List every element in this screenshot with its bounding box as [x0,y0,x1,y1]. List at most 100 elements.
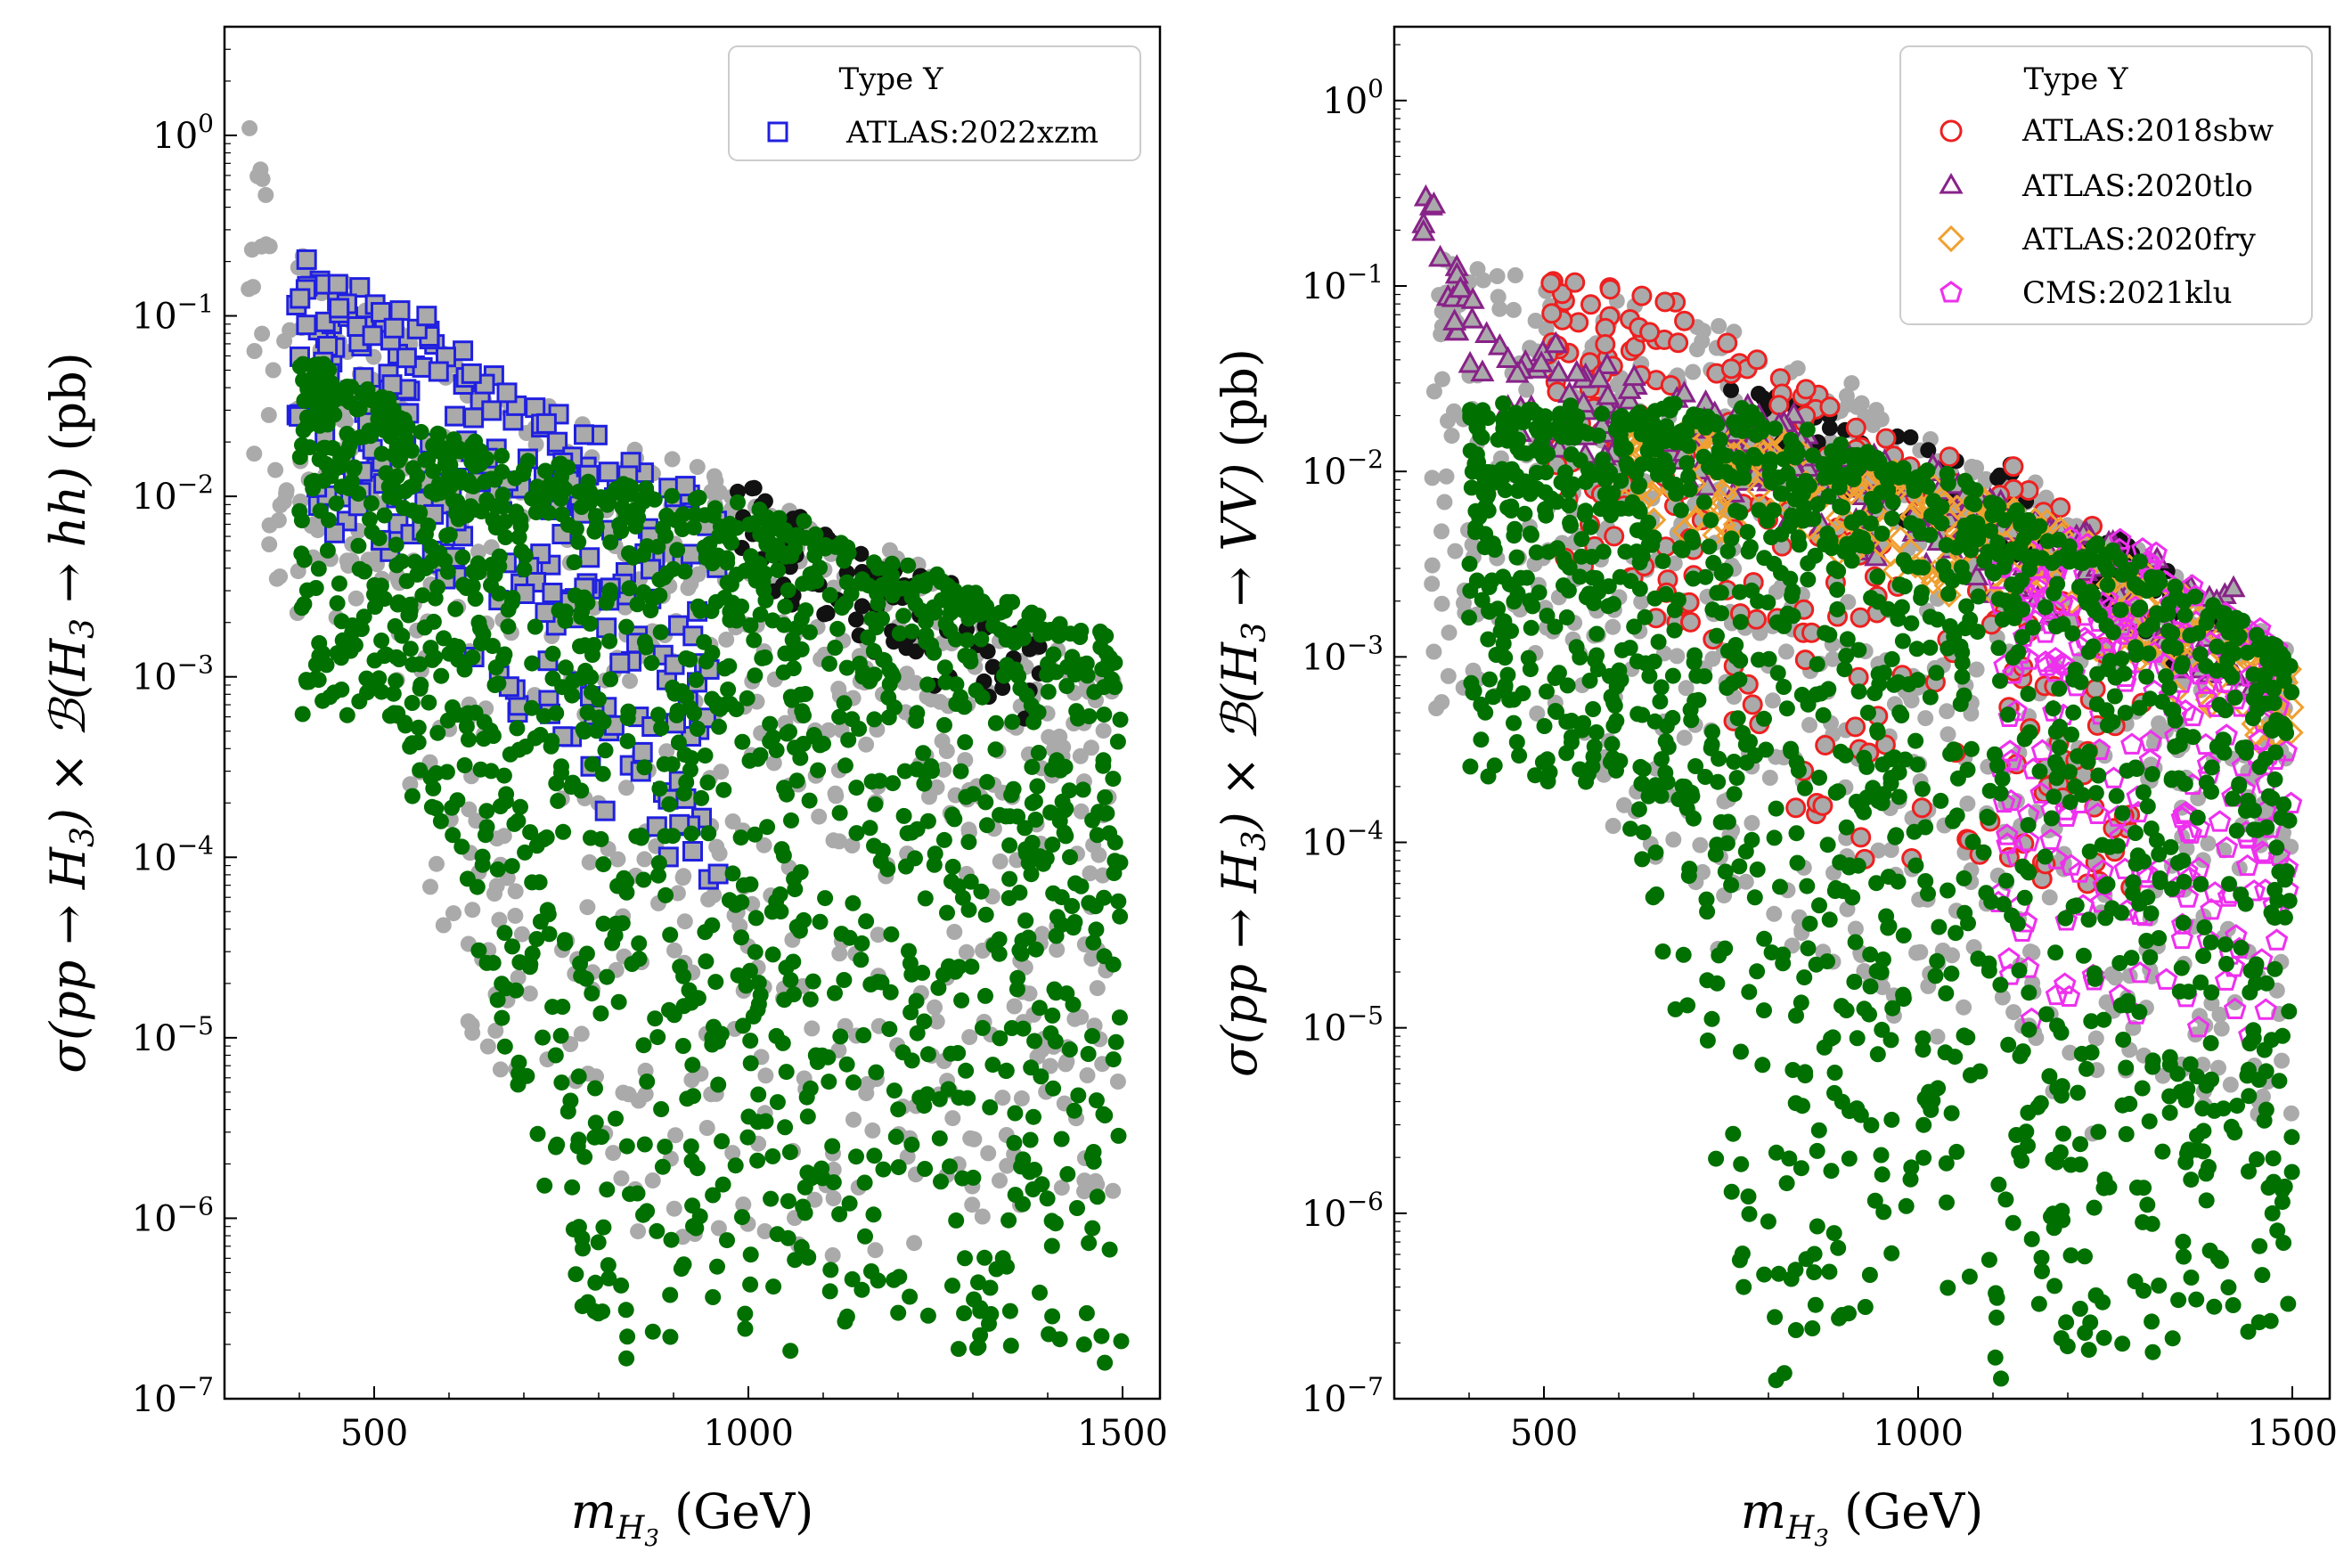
left-point-green-points [442,456,459,473]
right-point-green-points [1733,1043,1749,1060]
right-point-atlas-2018sbw [1875,428,1897,449]
left-point-green-points [778,1064,795,1081]
left-point-green-points [329,595,346,612]
left-point-green-points [710,1076,727,1093]
left-point-green-points [1015,1020,1032,1037]
left-point-green-points [715,1176,731,1193]
right-point-atlas-2018sbw [1654,291,1676,313]
left-y-tick-label: 100 [152,109,214,157]
left-point-green-points [803,1170,820,1187]
left-point-grey-points [261,536,278,552]
left-point-green-points [504,938,520,955]
left-point-green-points [588,723,605,739]
left-point-grey-points [689,459,706,476]
left-point-green-points [716,660,733,677]
right-point-grey-points [1424,557,1441,574]
left-point-grey-points [245,279,261,296]
left-point-green-points [869,585,886,602]
left-point-green-points [762,733,779,750]
left-point-green-points [384,475,401,492]
left-point-grey-points [683,1072,700,1089]
left-point-green-points [1095,752,1112,769]
right-point-green-points [1732,614,1749,631]
left-point-green-points [831,1205,848,1222]
left-point-green-points [412,423,429,440]
right-point-grey-points [1424,470,1441,486]
left-point-green-points [872,853,889,870]
left-point-green-points [1012,680,1029,697]
right-point-green-points [2169,1066,2186,1082]
left-point-green-points [484,556,501,573]
left-point-green-points [1029,778,1046,795]
left-point-green-points [944,806,960,823]
left-point-green-points [651,571,668,588]
right-point-green-points [1652,693,1669,710]
left-point-green-points [752,606,769,623]
right-point-grey-points [1443,428,1460,445]
left-point-green-points [689,721,706,737]
left-point-green-points [724,865,741,882]
left-point-green-points [982,1279,999,1296]
left-point-green-points [350,486,367,502]
left-point-green-points [974,1019,991,1036]
left-point-grey-points [609,851,626,868]
left-point-green-points [540,504,557,521]
left-point-green-points [473,635,489,652]
left-point-green-points [747,943,764,960]
left-point-grey-points [735,1196,752,1213]
left-point-green-points [917,1161,934,1177]
left-point-green-points [693,789,710,806]
left-point-green-points [903,824,920,841]
left-point-green-points [799,1108,816,1125]
left-point-green-points [1026,793,1043,810]
left-point-green-points [1098,645,1115,661]
left-point-green-points [602,671,619,688]
left-point-green-points [1044,1007,1061,1024]
left-point-green-points [787,540,804,557]
left-point-green-points [769,1226,786,1243]
left-point-green-points [291,358,308,375]
left-point-green-points [564,1179,581,1196]
left-point-green-points [657,1139,674,1156]
left-point-green-points [853,575,870,592]
left-point-green-points [763,521,780,538]
right-point-green-points [1789,854,1806,871]
left-point-green-points [1110,893,1127,910]
left-point-green-points [943,873,960,890]
right-point-green-points [2080,911,2097,928]
left-point-green-points [388,673,404,690]
left-point-green-points [310,560,327,577]
right-point-green-points [2067,778,2084,795]
left-point-black-points [908,643,925,660]
left-point-green-points [412,676,429,693]
left-point-green-points [299,418,315,434]
left-point-atlas-2022xzm [428,361,449,382]
left-point-green-points [644,1323,661,1340]
left-point-green-points [613,1277,630,1294]
left-point-green-points [962,873,979,890]
left-point-green-points [833,926,850,943]
left-point-green-points [759,819,776,836]
left-point-grey-points [270,511,287,528]
left-point-green-points [1058,678,1075,695]
left-point-green-points [935,831,952,848]
right-point-green-points [2220,1279,2237,1295]
right-point-green-points [1726,786,1743,803]
left-point-green-points [838,1056,855,1073]
left-point-grey-points [479,1038,496,1055]
left-point-grey-points [664,451,681,468]
left-point-green-points [776,992,793,1009]
left-point-green-points [483,763,500,780]
left-point-grey-points [928,1013,945,1030]
left-point-green-points [759,509,776,526]
right-point-green-points [1962,1066,1979,1083]
left-point-green-points [780,1193,796,1210]
right-point-atlas-2018sbw [1599,279,1621,300]
left-point-grey-points [1082,739,1099,756]
left-point-green-points [756,565,773,582]
right-point-green-points [1653,679,1670,696]
left-point-green-points [613,523,630,540]
right-point-green-points [1749,963,1766,980]
left-point-grey-points [435,917,452,934]
left-point-green-points [742,1033,759,1049]
